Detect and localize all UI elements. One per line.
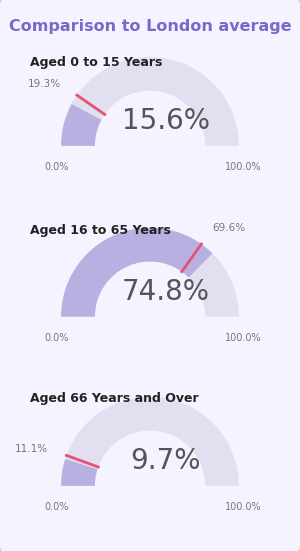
Text: 100.0%: 100.0% (225, 333, 262, 343)
Text: 19.3%: 19.3% (28, 79, 61, 89)
Wedge shape (61, 397, 239, 486)
Text: Comparison to London average: Comparison to London average (9, 19, 291, 34)
Wedge shape (61, 459, 98, 486)
Text: Aged 66 Years and Over: Aged 66 Years and Over (30, 392, 199, 405)
Text: 0.0%: 0.0% (44, 333, 69, 343)
Text: 69.6%: 69.6% (213, 223, 246, 233)
Text: 100.0%: 100.0% (225, 502, 262, 512)
Wedge shape (61, 228, 239, 317)
Text: Aged 0 to 15 Years: Aged 0 to 15 Years (30, 56, 162, 69)
Text: 11.1%: 11.1% (15, 444, 48, 453)
Wedge shape (61, 57, 239, 146)
Wedge shape (61, 104, 101, 146)
Text: 9.7%: 9.7% (131, 447, 201, 475)
Text: 0.0%: 0.0% (44, 162, 69, 172)
Text: 74.8%: 74.8% (122, 278, 210, 306)
Text: Aged 16 to 65 Years: Aged 16 to 65 Years (30, 224, 171, 237)
Text: 15.6%: 15.6% (122, 107, 210, 135)
Wedge shape (61, 228, 212, 317)
Text: 100.0%: 100.0% (225, 162, 262, 172)
Text: 0.0%: 0.0% (44, 502, 69, 512)
